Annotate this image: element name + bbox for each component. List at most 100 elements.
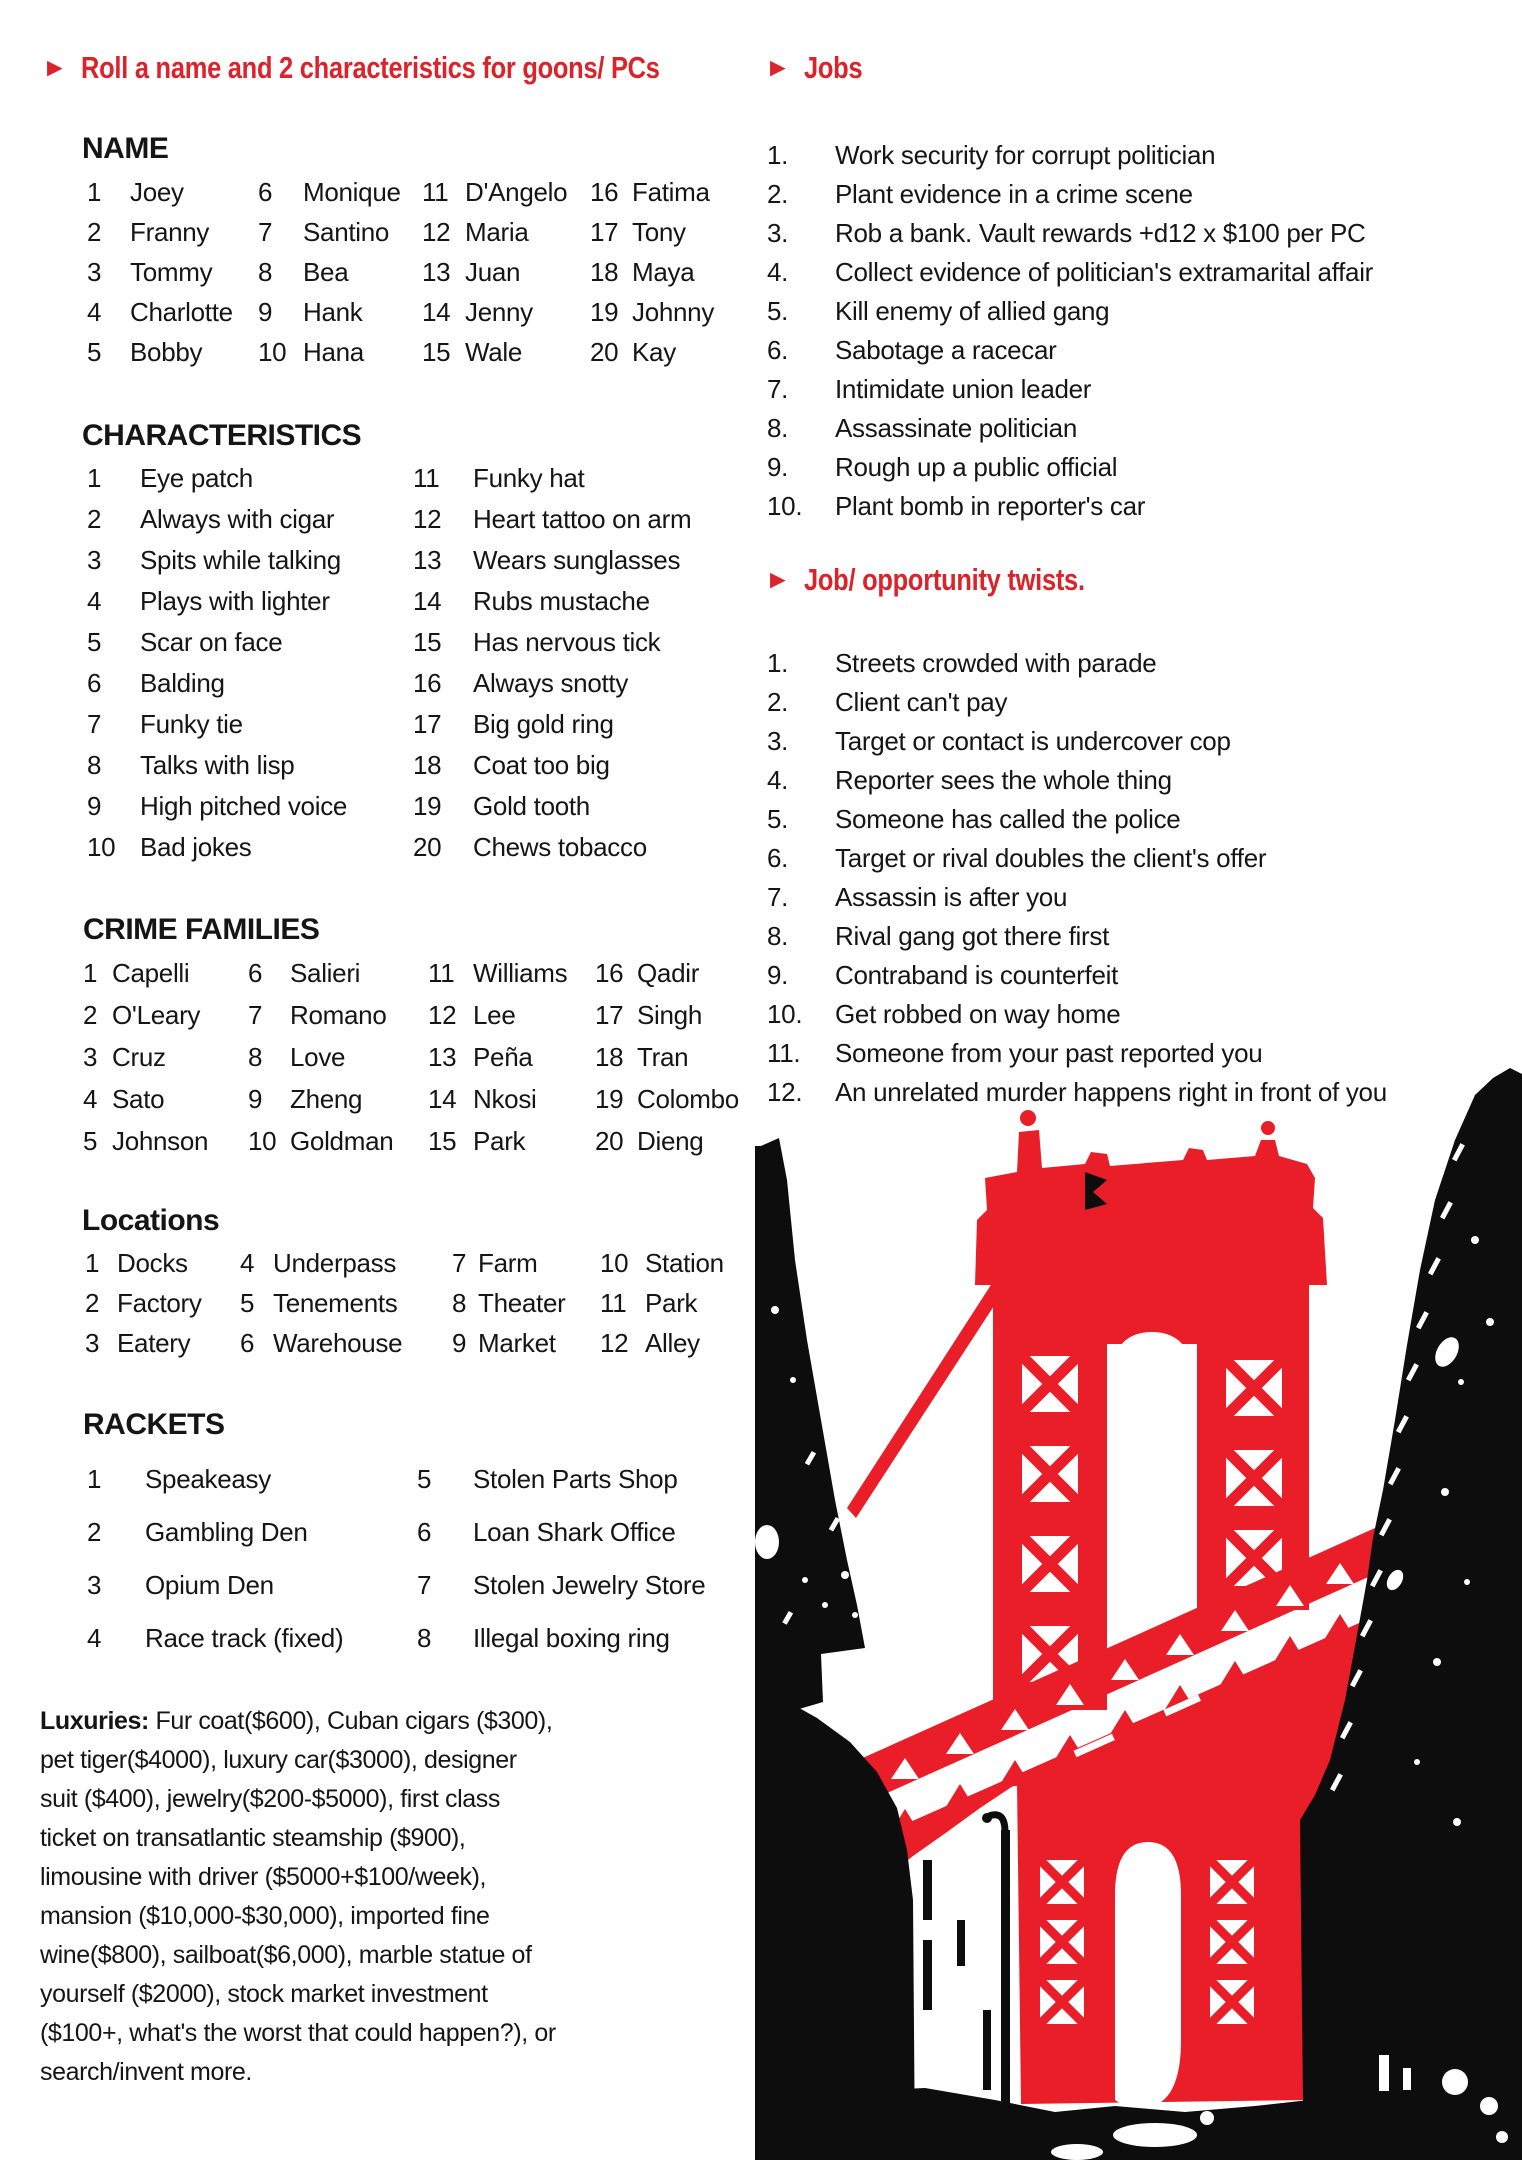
deck-highlights [1073, 1694, 1201, 1758]
triangle-bullet-icon: ► [765, 564, 791, 594]
characteristic-value: Plays with lighter [140, 586, 330, 616]
twist-number: 12. [767, 1077, 803, 1107]
twist-text: Contraband is counterfeit [835, 960, 1119, 990]
twist-text: Target or contact is undercover cop [835, 726, 1231, 756]
name-value: Hana [303, 337, 364, 367]
twist-text: Client can't pay [835, 687, 1008, 717]
job-number: 4. [767, 257, 789, 287]
roll-number: 10 [87, 832, 116, 862]
characteristic-value: Funky tie [140, 709, 243, 739]
family-value: Peña [473, 1042, 533, 1072]
location-value: Eatery [117, 1328, 191, 1358]
roll-number: 14 [422, 297, 451, 327]
characteristic-value: Balding [140, 668, 225, 698]
roll-number: 1 [83, 958, 98, 988]
location-value: Theater [478, 1288, 566, 1318]
name-value: Joey [130, 177, 184, 207]
location-value: Underpass [273, 1248, 397, 1278]
crime-families-section-title: CRIME FAMILIES [83, 913, 320, 946]
roll-number: 2 [87, 1517, 102, 1547]
roll-number: 6 [87, 668, 102, 698]
crime-families-table: 1 Capelli 6 Salieri 11 Williams 16 Qadir 2 O'Lear… [83, 958, 755, 1168]
roll-number: 18 [590, 257, 619, 287]
family-value: Colombo [637, 1084, 739, 1114]
family-value: Nkosi [473, 1084, 537, 1114]
twist-number: 9. [767, 960, 789, 990]
job-text: Plant evidence in a crime scene [835, 179, 1193, 209]
twist-text: Assassin is after you [835, 882, 1068, 912]
twist-number: 4. [767, 765, 789, 795]
tower-flag [1085, 1172, 1107, 1210]
family-value: O'Leary [112, 1000, 201, 1030]
twist-number: 2. [767, 687, 789, 717]
family-value: Park [473, 1126, 526, 1156]
name-value: Kay [632, 337, 676, 367]
racket-value: Gambling Den [145, 1517, 308, 1547]
roll-number: 5 [87, 337, 102, 367]
job-text: Collect evidence of politician's extrama… [835, 257, 1374, 287]
roll-number: 7 [452, 1248, 467, 1278]
roll-number: 20 [590, 337, 619, 367]
roll-number: 3 [87, 545, 102, 575]
roll-number: 4 [87, 297, 102, 327]
roll-number: 5 [83, 1126, 98, 1156]
family-value: Sato [112, 1084, 165, 1114]
roll-number: 9 [87, 791, 102, 821]
right-building [1300, 1068, 1522, 2160]
roll-number: 8 [258, 257, 273, 287]
location-value: Docks [117, 1248, 188, 1278]
triangle-bullet-icon: ► [42, 52, 68, 82]
window-bar [957, 1920, 965, 1966]
roll-number: 8 [417, 1623, 432, 1653]
job-text: Assassinate politician [835, 413, 1077, 443]
characteristic-value: Eye patch [140, 463, 253, 493]
luxuries-paragraph: Luxuries: Fur coat($600), Cuban cigars (… [40, 1702, 556, 2092]
twist-number: 10. [767, 999, 803, 1029]
racket-value: Opium Den [145, 1570, 274, 1600]
roll-number: 18 [413, 750, 442, 780]
name-value: Wale [465, 337, 523, 367]
name-value: Monique [303, 177, 401, 207]
roll-number: 19 [413, 791, 442, 821]
truss-cutouts [891, 1563, 1354, 1779]
twist-text: Someone from your past reported you [835, 1038, 1263, 1068]
window-bar [923, 1860, 932, 1920]
roll-number: 17 [413, 709, 442, 739]
roll-number: 15 [428, 1126, 457, 1156]
roll-number: 9 [452, 1328, 467, 1358]
window-bar [983, 2010, 991, 2090]
twist-number: 3. [767, 726, 789, 756]
roll-number: 9 [258, 297, 273, 327]
roll-number: 11 [413, 463, 440, 493]
roll-number: 5 [417, 1464, 432, 1494]
family-value: Tran [637, 1042, 689, 1072]
triangle-bullet-icon: ► [765, 52, 791, 82]
twist-text: Get robbed on way home [835, 999, 1121, 1029]
roll-number: 6 [417, 1517, 432, 1547]
roll-number: 12 [600, 1328, 629, 1358]
main-cable [847, 1260, 1016, 1518]
family-value: Zheng [290, 1084, 363, 1114]
characteristic-value: Always with cigar [140, 504, 335, 534]
job-number: 8. [767, 413, 789, 443]
roll-number: 8 [248, 1042, 263, 1072]
lamppost [982, 1811, 1010, 2160]
name-value: Maya [632, 257, 695, 287]
roll-number: 13 [428, 1042, 457, 1072]
location-value: Market [478, 1328, 556, 1358]
roll-number: 7 [258, 217, 273, 247]
characteristic-value: Scar on face [140, 627, 283, 657]
location-value: Alley [645, 1328, 700, 1358]
tower-top [975, 1130, 1327, 1285]
job-number: 7. [767, 374, 789, 404]
name-value: Tony [632, 217, 686, 247]
name-value: Santino [303, 217, 390, 247]
roll-number: 3 [85, 1328, 100, 1358]
characteristic-value: Wears sunglasses [473, 545, 681, 575]
twist-number: 7. [767, 882, 789, 912]
roll-number: 1 [87, 1464, 102, 1494]
roll-heading: ► Roll a name and 2 characteristics for g… [42, 50, 660, 85]
characteristics-table: 1 Eye patch 11 Funky hat 2 Always with cigar 1… [87, 463, 755, 873]
name-value: Franny [130, 217, 210, 247]
